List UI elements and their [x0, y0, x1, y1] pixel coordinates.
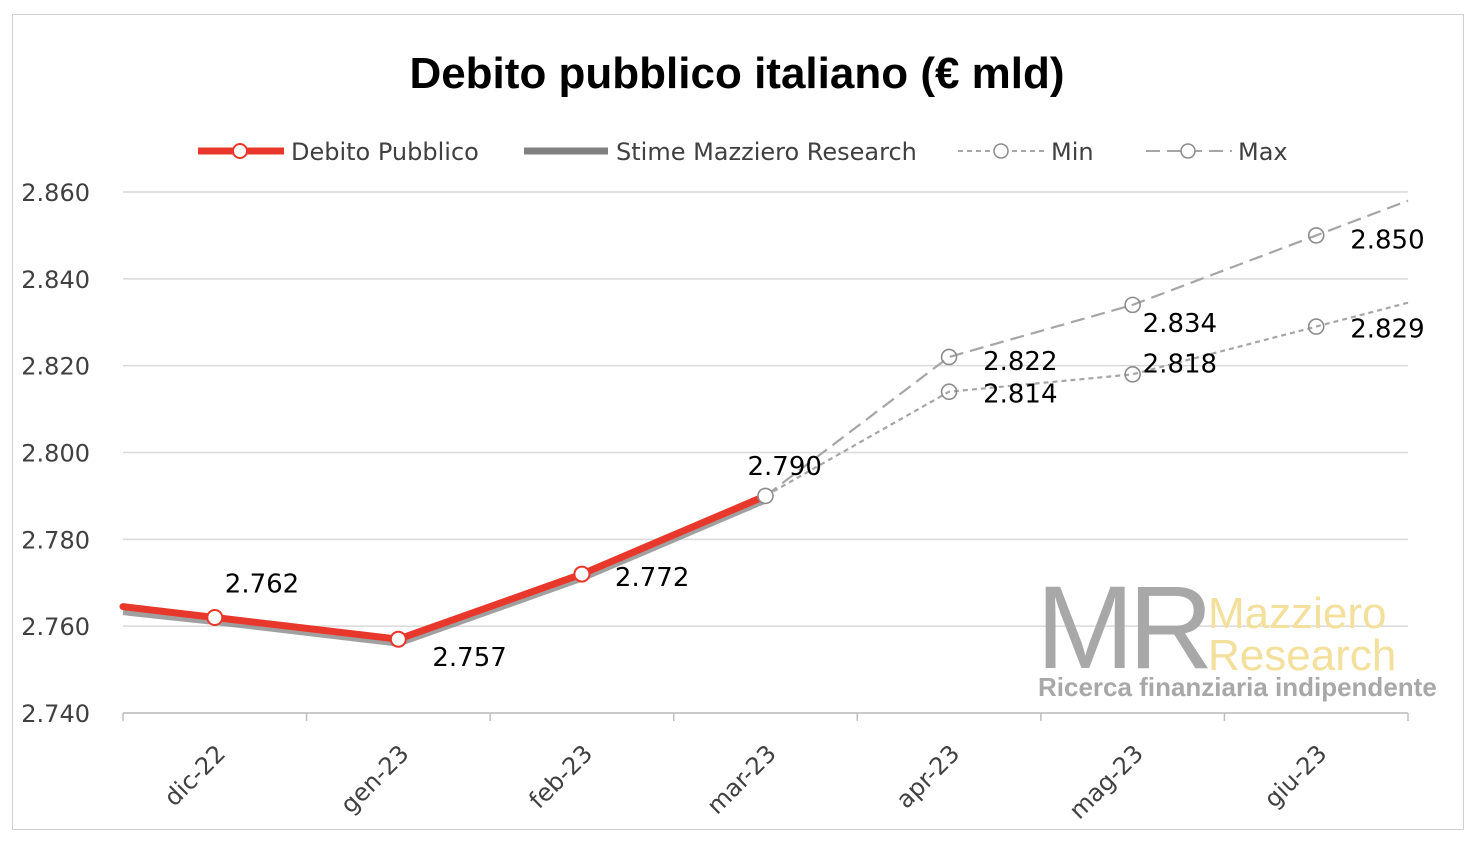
legend: Debito Pubblico Stime Mazziero Research …	[198, 138, 1288, 166]
data-label: 2.757	[432, 643, 506, 673]
legend-label-debito: Debito Pubblico	[291, 138, 479, 166]
legend-label-stime: Stime Mazziero Research	[616, 138, 917, 166]
chart-title: Debito pubblico italiano (€ mld)	[409, 49, 1064, 98]
series-layer	[119, 199, 1409, 648]
legend-item-min: Min	[958, 138, 1094, 166]
series-line-min	[764, 301, 1409, 497]
y-tick-label: 2.840	[21, 266, 90, 294]
data-label: 2.829	[1350, 315, 1424, 345]
y-tick-label: 2.820	[21, 353, 90, 381]
legend-item-stime: Stime Mazziero Research	[524, 138, 917, 166]
x-tick-label: giu-23	[1259, 739, 1333, 813]
marker-max	[1307, 227, 1325, 244]
logo-mark: MR	[1036, 562, 1208, 694]
data-label: 2.822	[983, 347, 1057, 377]
logo-name-line2: Research	[1208, 631, 1396, 680]
marker-debito	[573, 565, 591, 583]
logo-tagline: Ricerca finanziaria indipendente	[1038, 672, 1437, 702]
marker-debito	[206, 608, 224, 626]
y-tick-label: 2.780	[21, 526, 90, 554]
data-label: 2.814	[983, 380, 1057, 410]
y-tick-label: 2.860	[21, 179, 90, 207]
series-line-max	[764, 199, 1409, 497]
marker-min	[940, 383, 958, 401]
legend-marker-max	[1180, 143, 1196, 159]
data-label: 2.762	[225, 569, 299, 599]
marker-debito	[757, 487, 774, 505]
x-tick-label: apr-23	[891, 739, 966, 814]
data-label: 2.818	[1143, 349, 1217, 379]
x-tick-label: gen-23	[335, 739, 414, 818]
legend-label-min: Min	[1051, 138, 1094, 166]
data-label: 2.790	[748, 452, 822, 482]
marker-min	[1307, 318, 1325, 335]
y-tick-label: 2.760	[21, 613, 90, 641]
y-axis: 2.860 2.840 2.820 2.800 2.780 2.760 2.740	[21, 179, 90, 728]
y-tick-label: 2.740	[21, 700, 90, 728]
legend-item-max: Max	[1146, 138, 1288, 166]
data-labels: 2.762 2.757 2.772 2.790 2.814 2.818 2.829 2.822…	[225, 225, 1425, 673]
x-tick-label: feb-23	[523, 739, 598, 814]
legend-label-max: Max	[1238, 138, 1288, 166]
y-tick-label: 2.800	[21, 440, 90, 468]
x-tick-label: mag-23	[1064, 739, 1149, 824]
marker-max	[940, 348, 958, 366]
legend-marker-debito	[232, 143, 248, 159]
logo-name-line1: Mazziero	[1208, 589, 1387, 638]
data-label: 2.772	[615, 563, 689, 593]
data-label: 2.850	[1350, 225, 1424, 255]
legend-item-debito: Debito Pubblico	[198, 138, 479, 166]
x-tick-label: mar-23	[701, 739, 781, 819]
marker-min	[1124, 366, 1141, 383]
marker-max	[1124, 296, 1141, 314]
marker-debito	[389, 630, 407, 648]
logo-watermark: MR Mazziero Research Ricerca finanziaria…	[1036, 562, 1437, 702]
data-label: 2.834	[1143, 309, 1217, 339]
legend-marker-min	[993, 143, 1009, 159]
x-tick-label: dic-22	[159, 739, 231, 811]
x-axis: dic-22 gen-23 feb-23 mar-23 apr-23 mag-23 giu-…	[122, 712, 1409, 825]
